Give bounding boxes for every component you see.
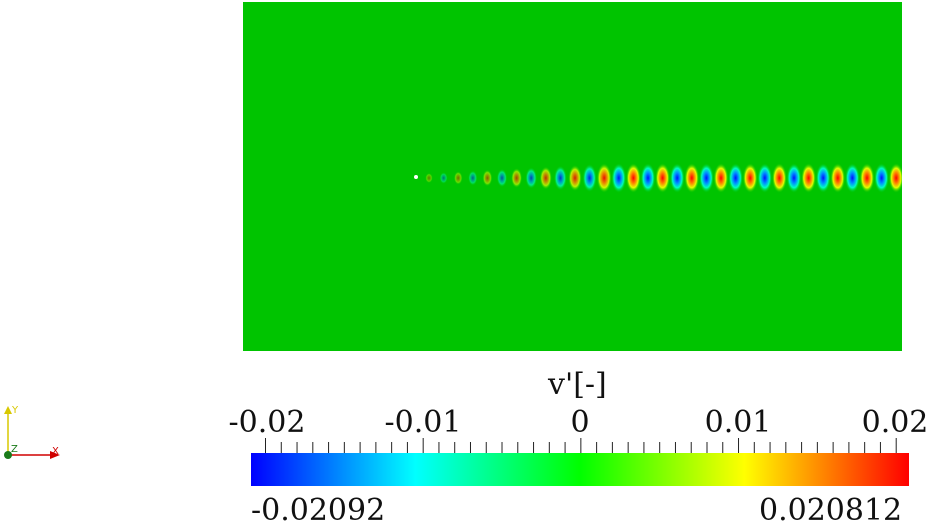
positive-vortex	[655, 163, 671, 193]
positive-vortex	[625, 163, 641, 193]
negative-vortex	[844, 163, 860, 193]
cylinder-marker	[414, 175, 418, 179]
y-axis-arrow	[4, 406, 12, 414]
positive-vortex	[425, 172, 433, 184]
positive-vortex	[830, 163, 846, 193]
colorbar-max-label: 0.020812	[759, 493, 903, 528]
negative-vortex	[468, 170, 478, 186]
positive-vortex	[511, 168, 523, 188]
negative-vortex	[439, 172, 448, 184]
colorbar-title: v'[-]	[548, 367, 607, 402]
positive-vortex	[684, 163, 700, 193]
negative-vortex	[496, 168, 508, 188]
negative-vortex	[786, 163, 802, 193]
positive-vortex	[742, 163, 758, 193]
negative-vortex	[525, 167, 538, 189]
positive-vortex	[713, 163, 729, 193]
orientation-axes: Y X Z	[4, 405, 60, 459]
negative-vortex	[669, 163, 685, 193]
negative-vortex	[698, 163, 714, 193]
negative-vortex	[553, 165, 567, 191]
positive-vortex	[453, 171, 463, 185]
colorbar-tick-label: -0.02	[228, 405, 306, 440]
negative-vortex	[874, 163, 890, 193]
negative-vortex	[728, 163, 744, 193]
negative-vortex	[611, 163, 627, 193]
positive-vortex	[859, 163, 875, 193]
negative-vortex	[815, 163, 831, 193]
positive-vortex	[568, 164, 582, 192]
flow-field-viewport[interactable]	[243, 2, 902, 351]
colorbar-tick-label: -0.01	[384, 405, 462, 440]
z-axis-dot	[4, 451, 12, 459]
colorbar-tick-label: 0.02	[861, 405, 929, 440]
positive-vortex	[771, 163, 787, 193]
colorbar-min-label: -0.02092	[251, 493, 386, 528]
colorbar	[251, 453, 909, 486]
negative-vortex	[582, 163, 597, 193]
positive-vortex	[482, 169, 493, 187]
positive-vortex	[888, 163, 902, 193]
vortex-street-plot	[414, 163, 902, 193]
negative-vortex	[640, 163, 656, 193]
positive-vortex	[801, 163, 817, 193]
colorbar-tick-label: 0	[570, 405, 590, 440]
positive-vortex	[539, 166, 552, 190]
colorbar-tick-label: 0.01	[704, 405, 772, 440]
x-axis-label: X	[52, 446, 59, 457]
negative-vortex	[757, 163, 773, 193]
y-axis-label: Y	[11, 405, 19, 416]
z-axis-label: Z	[11, 444, 18, 455]
positive-vortex	[596, 163, 612, 193]
x-axis-arrow	[50, 451, 60, 459]
